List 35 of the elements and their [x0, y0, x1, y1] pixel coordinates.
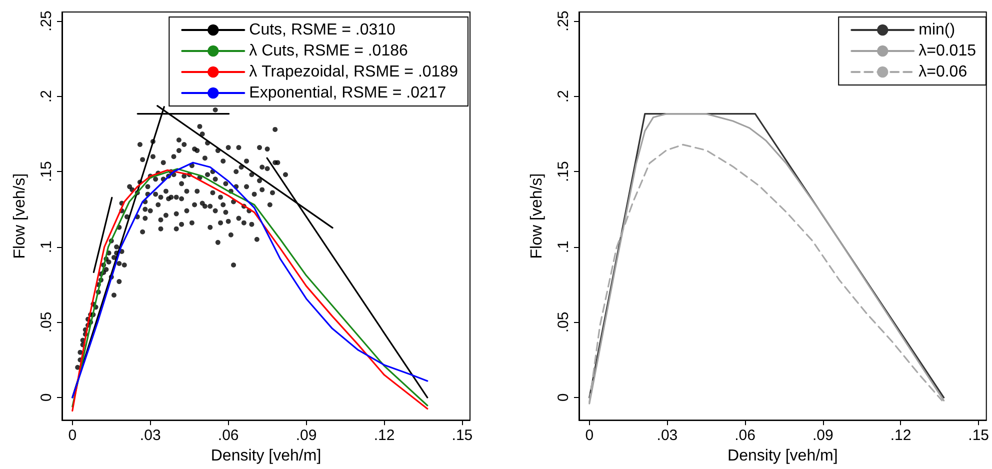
x-tick-label: .03 — [140, 427, 161, 444]
y-tick-label: .1 — [555, 240, 572, 254]
x-tick-label: .15 — [968, 427, 990, 444]
y-tick-label: 0 — [38, 393, 55, 402]
y-tick-label: .2 — [38, 90, 55, 103]
x-tick-label: 0 — [68, 427, 77, 444]
x-axis-title: Density [veh/m] — [210, 448, 322, 464]
legend-label: Exponential, RSME = .0217 — [249, 84, 446, 102]
x-tick-label: .09 — [296, 427, 317, 444]
y-tick-label: .25 — [555, 10, 572, 32]
y-tick-label: .05 — [38, 312, 55, 333]
legend-label: min() — [918, 22, 956, 38]
x-tick-label: .03 — [656, 427, 678, 444]
y-tick-label: .2 — [555, 90, 572, 103]
x-tick-label: 0 — [585, 427, 594, 444]
y-tick-label: 0 — [555, 393, 572, 402]
y-tick-label: .25 — [38, 10, 55, 32]
legend-label: λ Trapezoidal, RSME = .0189 — [249, 64, 458, 80]
legend-label: λ Cuts, RSME = .0186 — [249, 42, 408, 60]
x-tick-label: .12 — [374, 427, 395, 444]
y-axis-title: Flow [veh/s] — [12, 173, 28, 259]
x-tick-label: .09 — [812, 427, 834, 444]
y-tick-label: .1 — [38, 240, 55, 254]
x-tick-label: .06 — [734, 427, 756, 444]
x-tick-label: .12 — [890, 427, 912, 444]
y-tick-label: .15 — [38, 161, 55, 182]
legend-label: λ=0.015 — [918, 42, 976, 60]
x-tick-label: .15 — [452, 427, 473, 444]
x-axis-title: Density [veh/m] — [728, 448, 838, 464]
x-tick-label: .06 — [218, 427, 239, 444]
legend-label: λ=0.06 — [918, 64, 968, 80]
y-tick-label: .05 — [555, 312, 572, 333]
legend-label: Cuts, RSME = .0310 — [249, 22, 396, 38]
y-tick-label: .15 — [555, 161, 572, 182]
y-axis-title: Flow [veh/s] — [528, 173, 546, 259]
